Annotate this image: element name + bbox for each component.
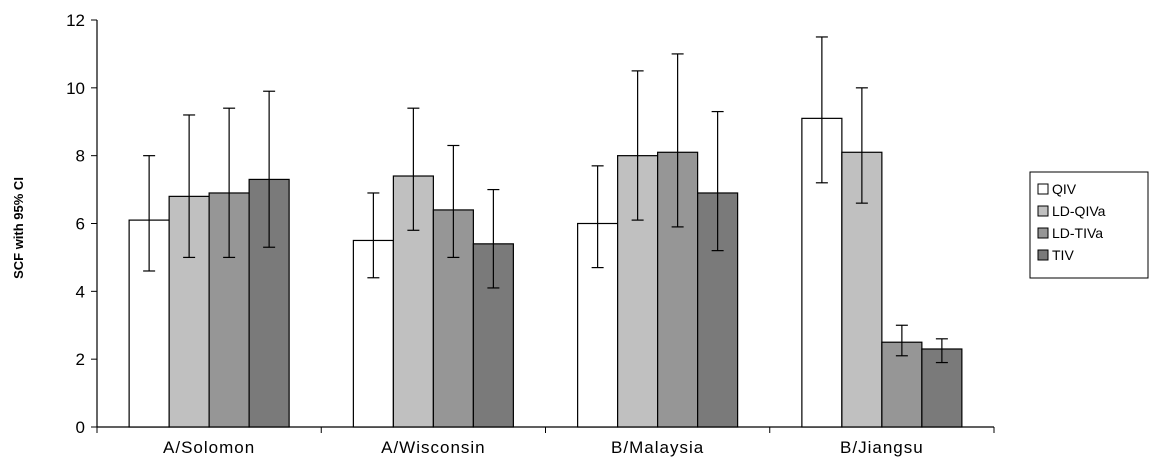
error-bar: [855, 87, 868, 204]
legend-item: TIV: [1037, 247, 1074, 263]
legend-swatch: [1037, 205, 1049, 217]
error-bar: [183, 114, 196, 259]
y-tick-label: 8: [76, 147, 85, 166]
y-tick-label: 0: [76, 418, 85, 437]
error-bar: [711, 110, 724, 252]
axis-labels: 0 2 4 6 8 10 12 A/Solomon A/Wisconsin B/Malaysia B…: [66, 11, 924, 457]
y-tick-label: 4: [76, 282, 85, 301]
error-bar: [223, 107, 236, 259]
error-bar: [487, 188, 500, 289]
x-tick-label: B/Jiangsu: [840, 438, 924, 457]
y-tick-label: 10: [66, 79, 85, 98]
legend: QIV LD-QIVa LD-TIVa TIV: [1029, 171, 1149, 279]
error-bar: [447, 144, 460, 259]
error-bar: [815, 36, 828, 184]
x-tick-label: A/Solomon: [163, 438, 255, 457]
error-bar: [263, 90, 276, 248]
legend-label: LD-TIVa: [1052, 225, 1103, 241]
error-bar: [895, 324, 908, 357]
y-tick-label: 12: [66, 11, 85, 30]
x-tick-label: A/Wisconsin: [381, 438, 486, 457]
error-bars: [143, 36, 948, 364]
error-bar: [367, 192, 380, 279]
legend-item: LD-TIVa: [1037, 225, 1103, 241]
y-tick-label: 6: [76, 215, 85, 234]
bars: [128, 117, 963, 428]
error-bar: [407, 107, 420, 231]
y-tick-label: 2: [76, 350, 85, 369]
error-bar: [935, 338, 948, 364]
legend-item: QIV: [1037, 181, 1077, 197]
legend-box: [1029, 171, 1149, 279]
legend-swatch: [1037, 227, 1049, 239]
legend-label: TIV: [1052, 247, 1074, 263]
legend-label: QIV: [1052, 181, 1077, 197]
error-bar: [143, 155, 156, 272]
legend-item: LD-QIVa: [1037, 203, 1106, 219]
legend-swatch: [1037, 183, 1049, 195]
error-bar: [631, 70, 644, 221]
y-axis-title: SCF with 95% CI: [11, 177, 26, 279]
legend-swatch: [1037, 249, 1049, 261]
legend-label: LD-QIVa: [1052, 203, 1106, 219]
error-bar: [671, 53, 684, 228]
x-tick-label: B/Malaysia: [611, 438, 704, 457]
error-bar: [591, 165, 604, 269]
